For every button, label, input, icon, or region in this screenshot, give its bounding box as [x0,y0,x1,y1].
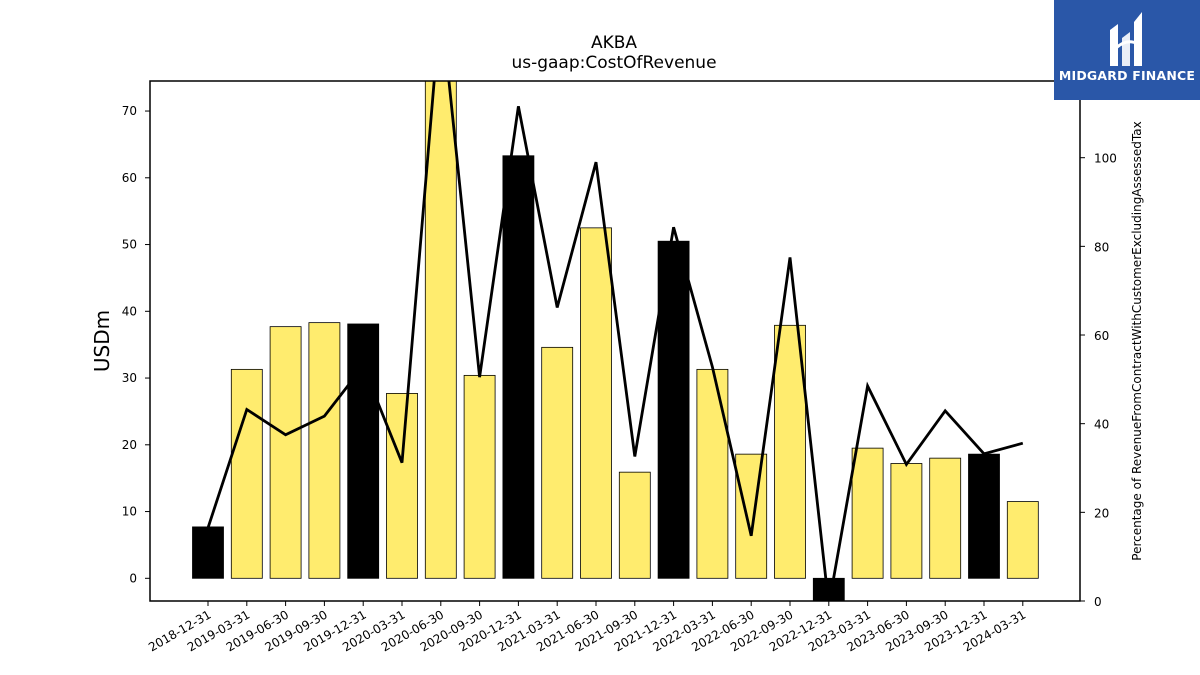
y2-tick-label: 40 [1094,418,1109,432]
bar-2024-03-31 [1006,501,1039,579]
y-tick-label: 60 [122,171,137,185]
bar-2023-09-30 [929,457,962,579]
chart-subtitle: us-gaap:CostOfRevenue [511,53,716,73]
logo-text: MIDGARD FINANCE [1058,68,1196,83]
y2-tick-label: 60 [1094,329,1109,343]
x-axis-ticks: 2018-12-312019-03-312019-06-302019-09-30… [146,601,1028,654]
bar-2018-12-31 [192,526,224,579]
bar-2020-03-31 [386,393,418,579]
plot-frame [149,80,1081,602]
y2-tick-label: 0 [1094,595,1102,609]
y-tick-label: 0 [129,571,137,585]
bar-2023-12-31 [968,453,1000,579]
chart-title: AKBA [591,33,637,53]
bar-2019-12-31 [347,323,380,579]
bar-2020-06-30 [424,81,457,579]
bar-2021-12-31 [657,240,690,579]
bar-2021-03-31 [541,346,574,579]
bar-2020-12-31 [502,155,535,579]
bar-2019-06-30 [269,326,302,579]
line-group [206,81,1024,601]
bar-2020-09-30 [463,374,496,579]
y-tick-label: 30 [122,371,137,385]
right-axis-ticks: 0 20 40 60 80 100 [1080,152,1117,609]
bar-2019-09-30 [308,322,341,579]
bars-group [192,81,1039,601]
y2-tick-label: 20 [1094,506,1109,520]
y-tick-label: 70 [122,104,137,118]
left-axis-ticks: 0 10 20 30 40 50 60 70 [122,104,150,585]
y-axis-label: USDm [90,310,114,372]
bar-2022-06-30 [735,453,768,579]
logo-mark-icon [1110,12,1142,66]
bar-2023-06-30 [890,463,923,579]
y2-tick-label: 100 [1094,152,1117,166]
y2-tick-label: 80 [1094,240,1109,254]
percentage-line [206,81,1024,601]
y-tick-label: 20 [122,438,137,452]
bar-2022-12-31 [812,577,845,601]
bar-2021-06-30 [580,227,612,579]
y-tick-label: 10 [122,505,137,519]
bar-2022-09-30 [774,324,806,579]
brand-logo: MIDGARD FINANCE [1054,0,1200,100]
y2-axis-label: Percentage of RevenueFromContractWithCus… [1130,121,1144,560]
bar-2022-03-31 [696,368,729,579]
y-tick-label: 40 [122,304,137,318]
bar-2021-09-30 [618,471,651,579]
bar-2023-03-31 [851,447,884,579]
bar-2019-03-31 [230,368,263,579]
y-tick-label: 50 [122,238,137,252]
